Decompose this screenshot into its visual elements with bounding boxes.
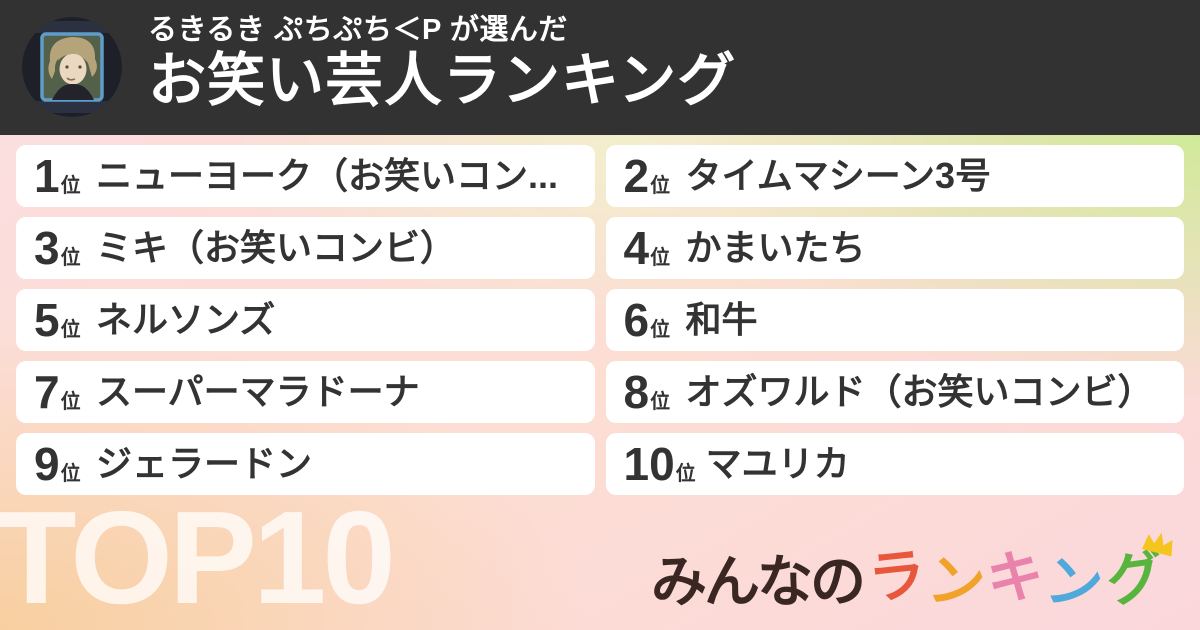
page-title: お笑い芸人ランキング bbox=[148, 48, 737, 114]
rank-number: 3 bbox=[34, 222, 60, 274]
entry-name: スーパーマラドーナ bbox=[96, 371, 420, 412]
rank-number: 7 bbox=[34, 366, 60, 418]
rank-badge: 10 位 bbox=[624, 441, 696, 487]
rank-suffix: 位 bbox=[650, 247, 671, 269]
top10-watermark: TOP10 bbox=[0, 484, 396, 630]
site-logo: みんなの ラ ン キ ン グ bbox=[651, 532, 1173, 620]
header: るきるき ぷちぷち＜P が選んだ お笑い芸人ランキング bbox=[0, 0, 1200, 135]
logo-colored-word: ラ ン キ ン グ bbox=[865, 532, 1173, 620]
logo-letter: ン bbox=[924, 547, 989, 619]
user-avatar bbox=[22, 17, 122, 117]
entry-name: かまいたち bbox=[685, 227, 866, 268]
ranking-card-10: 10 位 マユリカ bbox=[605, 433, 1184, 495]
logo-letter: ン bbox=[1041, 548, 1107, 620]
rank-number: 1 bbox=[34, 150, 60, 202]
rank-suffix: 位 bbox=[650, 391, 671, 413]
rank-number: 2 bbox=[623, 150, 650, 202]
rank-suffix: 位 bbox=[60, 175, 81, 197]
rank-number: 4 bbox=[623, 222, 650, 274]
rank-number: 9 bbox=[34, 438, 60, 490]
rank-number: 5 bbox=[34, 294, 60, 346]
rank-suffix: 位 bbox=[60, 463, 81, 485]
rank-number: 8 bbox=[623, 366, 650, 418]
logo-letter: キ bbox=[984, 543, 1047, 613]
rank-number: 6 bbox=[623, 294, 650, 346]
ranking-author-subtitle: るきるき ぷちぷち＜P が選んだ bbox=[148, 14, 568, 46]
entry-name: オズワルド（お笑いコンビ） bbox=[685, 371, 1154, 412]
entry-name: タイムマシーン3号 bbox=[685, 155, 992, 196]
logo-letter: ラ bbox=[865, 542, 929, 612]
rank-suffix: 位 bbox=[650, 175, 671, 197]
logo-letter: グ bbox=[1102, 543, 1168, 615]
entry-name: ニューヨーク（お笑いコン... bbox=[96, 155, 559, 196]
entry-name: マユリカ bbox=[705, 443, 850, 484]
rank-suffix: 位 bbox=[60, 391, 81, 413]
rank-suffix: 位 bbox=[60, 319, 81, 341]
entry-name: ミキ（お笑いコンビ） bbox=[96, 227, 457, 268]
header-text: るきるき ぷちぷち＜P が選んだ お笑い芸人ランキング bbox=[148, 12, 736, 115]
rank-number: 10 bbox=[623, 438, 675, 490]
crown-icon bbox=[1142, 532, 1173, 557]
avatar-image bbox=[22, 17, 122, 117]
entry-name: 和牛 bbox=[685, 299, 758, 340]
rank-suffix: 位 bbox=[60, 247, 81, 269]
rank-suffix: 位 bbox=[675, 463, 696, 485]
entry-name: ネルソンズ bbox=[96, 299, 276, 340]
entry-name: ジェラードン bbox=[96, 443, 313, 484]
logo-prefix: みんなの bbox=[651, 550, 866, 613]
rank-suffix: 位 bbox=[650, 319, 671, 341]
